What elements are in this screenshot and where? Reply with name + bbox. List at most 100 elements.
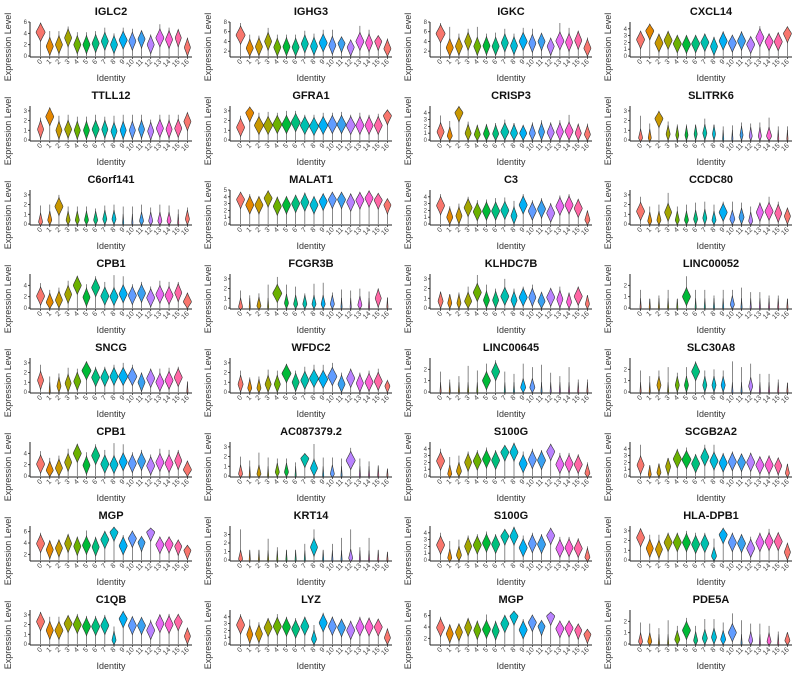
x-tick-label: 6: [691, 394, 699, 402]
violin-cluster-15: [777, 634, 780, 646]
x-tick-label: 7: [701, 58, 709, 66]
violin-cluster-7: [703, 298, 706, 310]
x-tick-label: 15: [171, 226, 182, 237]
y-tick-label: 4: [424, 447, 428, 453]
x-tick-label: 9: [119, 394, 127, 402]
x-tick-label: 6: [491, 478, 499, 486]
violin-cluster-0: [636, 454, 645, 476]
violin-cluster-14: [368, 550, 370, 562]
violin-cluster-15: [377, 550, 380, 562]
violin-cluster-16: [585, 295, 590, 311]
violin-cluster-13: [555, 454, 565, 475]
x-tick-label: 0: [36, 142, 44, 150]
panel-title: KLHDC7B: [485, 258, 538, 270]
x-axis-label: Identity: [496, 661, 526, 671]
x-tick-label: 9: [719, 226, 727, 234]
y-tick-label: 1: [424, 551, 428, 557]
x-tick-label: 1: [445, 478, 453, 486]
y-tick-label: 2: [624, 619, 628, 625]
x-tick-label: 6: [291, 394, 299, 402]
panel-title: CCDC80: [689, 174, 733, 186]
x-tick-label: 14: [362, 562, 373, 573]
violin-cluster-14: [766, 126, 772, 143]
violin-cluster-11: [137, 451, 146, 472]
x-tick-label: 12: [544, 394, 555, 405]
y-tick-label: 2: [624, 40, 628, 46]
violin-cluster-10: [529, 378, 536, 394]
y-tick-label: 3: [624, 109, 628, 115]
violin-cluster-2: [456, 461, 462, 478]
violin-cluster-5: [82, 34, 91, 55]
x-tick-label: 8: [110, 310, 118, 318]
violin-cluster-15: [573, 198, 583, 219]
x-tick-label: 15: [371, 226, 382, 237]
y-tick-label: 2: [624, 203, 628, 209]
y-tick-label: 3: [24, 361, 28, 367]
x-tick-label: 7: [101, 646, 109, 654]
x-tick-label: 10: [125, 562, 136, 573]
x-tick-label: 1: [445, 310, 453, 318]
violin-cluster-8: [109, 286, 119, 307]
x-tick-label: 5: [482, 646, 490, 654]
violin-cluster-13: [355, 191, 365, 211]
x-tick-label: 1: [645, 226, 653, 234]
x-tick-label: 4: [473, 58, 481, 66]
violin-cluster-13: [155, 284, 165, 305]
violin-cluster-10: [728, 532, 737, 553]
violin-cluster-12: [346, 192, 356, 213]
x-tick-label: 14: [562, 310, 573, 321]
x-tick-label: 16: [180, 478, 191, 489]
violin-cluster-11: [138, 118, 145, 140]
x-tick-label: 8: [110, 142, 118, 150]
x-tick-label: 4: [273, 142, 281, 150]
x-tick-label: 12: [744, 310, 755, 321]
violin-cluster-0: [37, 369, 44, 391]
violin-cluster-5: [682, 34, 691, 55]
violin-cluster-9: [718, 527, 728, 545]
x-tick-label: 8: [110, 478, 118, 486]
violin-cluster-11: [538, 121, 545, 142]
violin-cluster-11: [337, 35, 346, 54]
violin-cluster-8: [109, 454, 119, 475]
violin-cluster-16: [186, 382, 189, 394]
x-tick-label: 10: [525, 58, 536, 69]
x-tick-label: 11: [135, 562, 145, 572]
violin-cluster-12: [549, 382, 552, 394]
violin-cluster-7: [700, 533, 710, 554]
x-tick-label: 0: [436, 394, 444, 402]
y-tick-label: 2: [224, 371, 228, 377]
violin-cluster-7: [300, 370, 310, 391]
violin-cluster-1: [448, 382, 451, 394]
violin-cluster-6: [691, 34, 700, 54]
x-tick-label: 12: [144, 646, 155, 657]
violin-cluster-2: [56, 376, 62, 393]
x-tick-label: 9: [719, 478, 727, 486]
x-tick-label: 4: [73, 478, 81, 486]
violin-cluster-8: [712, 124, 716, 141]
x-tick-label: 7: [701, 646, 709, 654]
violin-cluster-6: [91, 616, 100, 637]
x-tick-label: 5: [82, 562, 90, 570]
violin-cluster-9: [519, 124, 528, 142]
x-tick-label: 15: [371, 394, 382, 405]
x-tick-label: 7: [501, 562, 509, 570]
violin-cluster-11: [340, 550, 343, 562]
y-axis-label: Expression Level: [403, 97, 413, 166]
x-tick-label: 10: [525, 562, 536, 573]
x-tick-label: 13: [553, 58, 564, 69]
violin-cluster-4: [672, 448, 682, 470]
x-tick-label: 4: [73, 646, 81, 654]
violin-cluster-3: [667, 634, 670, 646]
violin-cluster-5: [282, 36, 291, 57]
violin-cluster-10: [528, 200, 537, 222]
panel-title: MGP: [498, 594, 523, 606]
x-tick-label: 10: [525, 394, 536, 405]
violin-cluster-3: [663, 30, 673, 51]
violin-cluster-5: [281, 114, 292, 135]
violin-cluster-16: [383, 197, 392, 216]
x-tick-label: 12: [744, 226, 755, 237]
violin-cluster-7: [300, 33, 309, 55]
x-tick-label: 15: [571, 58, 582, 69]
violin-cluster-2: [255, 623, 263, 645]
